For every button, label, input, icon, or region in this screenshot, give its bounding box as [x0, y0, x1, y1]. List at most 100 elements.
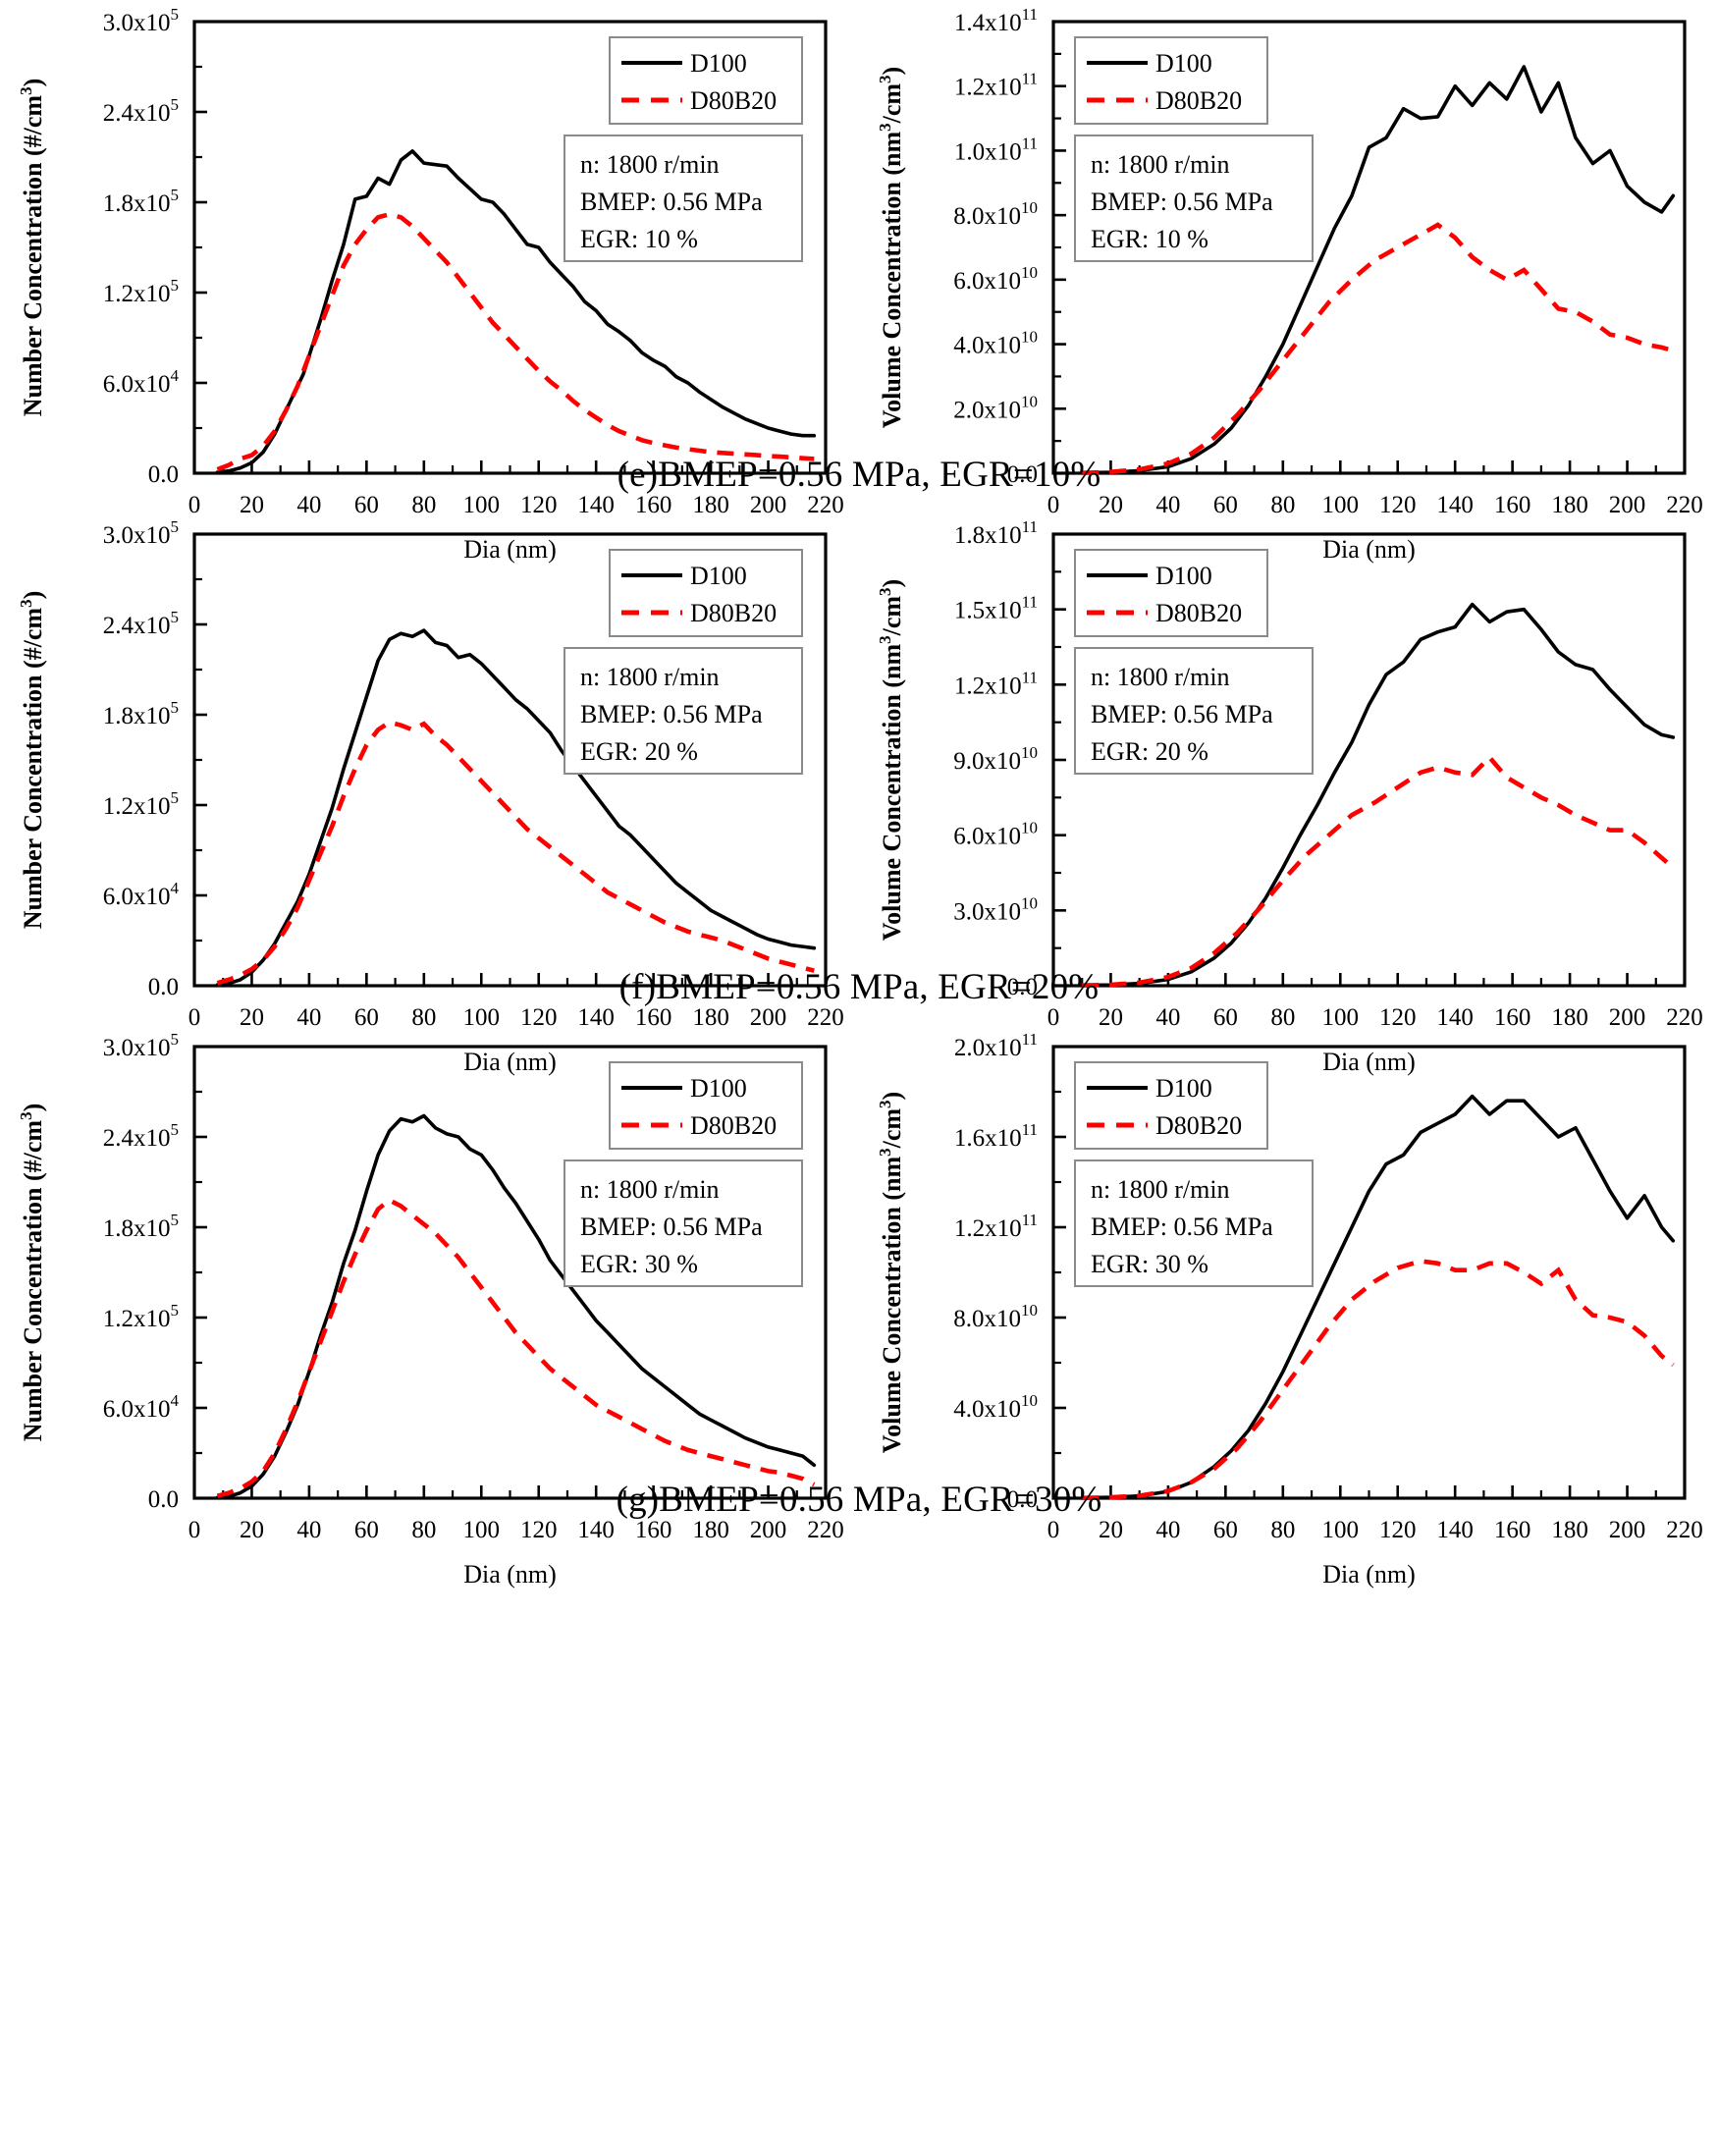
x-tick-label: 100 — [1322, 492, 1360, 518]
y-tick-label: 8.0x1010 — [953, 1301, 1038, 1332]
annotation-line: n: 1800 r/min — [580, 150, 720, 179]
series-line-D80B20 — [1082, 222, 1674, 475]
y-tick-label: 2.4x105 — [103, 95, 179, 127]
x-tick-label: 40 — [1155, 492, 1180, 518]
x-tick-label: 220 — [807, 492, 844, 518]
x-tick-label: 180 — [1551, 1517, 1588, 1543]
x-tick-label: 60 — [354, 492, 379, 518]
x-tick-label: 140 — [577, 492, 615, 518]
x-tick-label: 100 — [1322, 1517, 1360, 1543]
figure-row-g: 0 20 40 60 80 100 120 140 160 180 200 220 0.0 6.0x104… — [0, 1025, 1718, 1673]
x-tick-label: 20 — [240, 1004, 264, 1031]
chart-panel-e-number: 0 20 40 60 80 100 120 140 160 180 200 220 0.0 6.0x104… — [0, 0, 859, 589]
y-tick-label: 1.2x105 — [103, 788, 179, 820]
annotation-line: BMEP: 0.56 MPa — [580, 700, 763, 728]
x-tick-label: 80 — [1270, 1004, 1295, 1031]
x-tick-label: 40 — [296, 1004, 321, 1031]
annotation-box — [1074, 135, 1314, 262]
x-tick-label: 120 — [1379, 1517, 1417, 1543]
y-tick-label: 3.0x105 — [103, 517, 179, 549]
x-tick-label: 200 — [1609, 492, 1646, 518]
y-tick-label: 1.2x105 — [103, 276, 179, 307]
y-tick-label: 1.0x1011 — [954, 134, 1038, 165]
legend-label-d80b20: D80B20 — [1155, 86, 1242, 115]
series-line-D100 — [1080, 1094, 1676, 1500]
x-axis-title: Dia (nm) — [463, 1560, 557, 1589]
x-tick-label: 40 — [1155, 1517, 1180, 1543]
x-tick-label: 60 — [1213, 1004, 1238, 1031]
y-axis-title: Number Concentration (#/cm3) — [17, 591, 47, 930]
caption-g: (g)BMEP=0.56 MPa, EGR=30% — [616, 1480, 1102, 1520]
x-tick-label: 180 — [692, 1004, 729, 1031]
y-tick-label: 1.8x105 — [103, 1211, 179, 1242]
series-line-D80B20 — [216, 720, 815, 986]
x-tick-label: 80 — [1270, 1517, 1295, 1543]
x-tick-label: 100 — [463, 1517, 501, 1543]
x-tick-label: 160 — [1494, 1004, 1531, 1031]
x-tick-label: 180 — [1551, 492, 1588, 518]
x-tick-label: 80 — [411, 1517, 436, 1543]
x-tick-label: 160 — [635, 1517, 672, 1543]
series-line-D80B20 — [216, 1197, 816, 1498]
annotation-line: EGR: 10 % — [580, 225, 698, 253]
legend-label-d80b20: D80B20 — [690, 86, 777, 115]
y-tick-label: 1.8x105 — [103, 186, 179, 217]
y-tick-label: 0.0 — [1007, 974, 1038, 1000]
x-tick-label: 100 — [463, 1004, 501, 1031]
y-axis-title: Number Concentration (#/cm3) — [17, 1104, 47, 1442]
x-axis-title: Dia (nm) — [1322, 535, 1416, 564]
x-tick-label: 140 — [577, 1004, 615, 1031]
annotation-line: BMEP: 0.56 MPa — [1091, 700, 1273, 728]
x-tick-label: 100 — [463, 492, 501, 518]
y-tick-label: 2.4x105 — [103, 608, 179, 639]
x-tick-label: 40 — [296, 1517, 321, 1543]
x-tick-label: 80 — [411, 1004, 436, 1031]
annotation-box — [1074, 647, 1314, 775]
legend-label-d80b20: D80B20 — [1155, 599, 1242, 627]
x-axis-title: Dia (nm) — [1322, 1560, 1416, 1589]
y-tick-label: 0.0 — [1007, 461, 1038, 488]
y-tick-label: 3.0x1010 — [953, 893, 1038, 925]
x-tick-label: 60 — [354, 1004, 379, 1031]
x-tick-label: 120 — [520, 492, 558, 518]
x-tick-label: 20 — [1099, 1004, 1123, 1031]
x-tick-label: 200 — [750, 1004, 787, 1031]
chart-f-volume: 0 20 40 60 80 100 120 140 160 180 200 220 0.0 3.0x101… — [876, 517, 1703, 1076]
legend-label-d100: D100 — [1155, 562, 1212, 590]
x-tick-label: 40 — [296, 492, 321, 518]
legend-label-d100: D100 — [690, 1074, 747, 1103]
series-line-D80B20 — [216, 211, 815, 472]
annotation-line: BMEP: 0.56 MPa — [1091, 1213, 1273, 1241]
x-tick-label: 140 — [1436, 492, 1474, 518]
annotation-line: EGR: 20 % — [1091, 737, 1208, 766]
x-tick-label: 20 — [240, 492, 264, 518]
y-tick-label: 6.0x104 — [103, 1391, 180, 1423]
y-tick-label: 1.2x1011 — [954, 70, 1038, 101]
chart-g-number: 0 20 40 60 80 100 120 140 160 180 200 220 0.0 6.0x104… — [17, 1030, 844, 1589]
y-tick-label: 2.4x105 — [103, 1120, 179, 1152]
y-tick-label: 1.2x1011 — [954, 668, 1038, 699]
x-tick-label: 160 — [635, 1004, 672, 1031]
x-tick-label: 120 — [1379, 492, 1417, 518]
y-tick-label: 0.0 — [1007, 1486, 1038, 1513]
legend-box — [609, 1061, 803, 1150]
y-tick-label: 6.0x1010 — [953, 819, 1038, 850]
annotation-line: n: 1800 r/min — [1091, 150, 1230, 179]
y-tick-label: 1.8x1011 — [954, 517, 1038, 549]
y-tick-label: 6.0x1010 — [953, 263, 1038, 295]
chart-panel-g-number: 0 20 40 60 80 100 120 140 160 180 200 220 0.0 6.0x104… — [0, 1025, 859, 1614]
annotation-line: n: 1800 r/min — [1091, 663, 1230, 691]
x-tick-label: 0 — [188, 492, 201, 518]
x-tick-label: 180 — [1551, 1004, 1588, 1031]
chart-panel-e-volume: 0 20 40 60 80 100 120 140 160 180 200 220 0.0 2.0x101… — [859, 0, 1718, 589]
annotation-line: n: 1800 r/min — [580, 663, 720, 691]
x-tick-label: 180 — [692, 1517, 729, 1543]
x-tick-label: 0 — [1047, 1004, 1060, 1031]
x-tick-label: 220 — [807, 1004, 844, 1031]
x-tick-label: 200 — [1609, 1517, 1646, 1543]
x-tick-label: 140 — [577, 1517, 615, 1543]
y-tick-label: 1.8x105 — [103, 698, 179, 729]
chart-g-volume: 0 20 40 60 80 100 120 140 160 180 200 220 0.0 4.0x101… — [876, 1030, 1703, 1589]
annotation-line: BMEP: 0.56 MPa — [580, 188, 763, 216]
